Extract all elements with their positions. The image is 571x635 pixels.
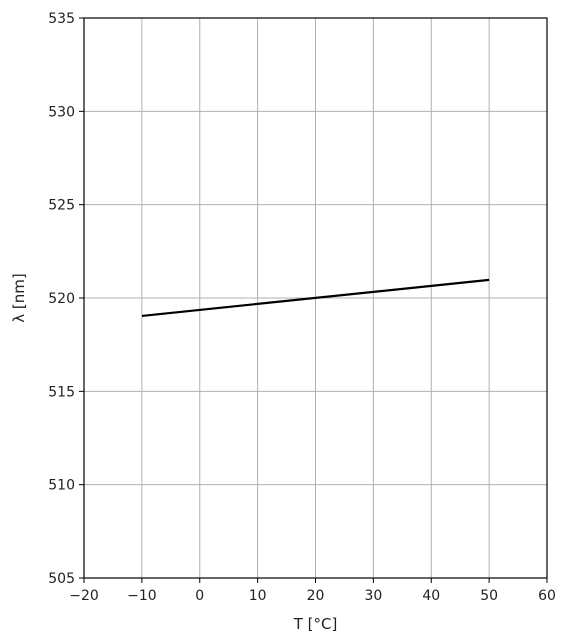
- y-tick-label: 525: [48, 198, 75, 214]
- y-tick-label: 510: [48, 478, 75, 494]
- x-tick-label: 10: [249, 588, 267, 604]
- y-axis-label: λ [nm]: [10, 273, 28, 322]
- y-tick-label: 515: [48, 384, 75, 400]
- series-layer: [141, 278, 490, 318]
- x-tick-label: 60: [538, 588, 556, 604]
- x-tick-label: 20: [307, 588, 325, 604]
- x-tick-label: 30: [364, 588, 382, 604]
- x-axis-ticks: −20 −10 0 10 20 30 40 50 60: [69, 578, 556, 604]
- x-tick-label: 40: [422, 588, 440, 604]
- y-tick-label: 505: [48, 571, 75, 587]
- y-axis-ticks: 505 510 515 520 525 530 535: [48, 11, 84, 587]
- y-tick-label: 535: [48, 11, 75, 27]
- x-tick-label: 0: [195, 588, 204, 604]
- x-tick-label: −10: [127, 588, 157, 604]
- y-tick-label: 520: [48, 291, 75, 307]
- x-tick-label: −20: [69, 588, 99, 604]
- x-axis-label: T [°C]: [293, 615, 338, 633]
- series-line: [141, 278, 490, 318]
- x-tick-label: 50: [480, 588, 498, 604]
- y-tick-label: 530: [48, 104, 75, 120]
